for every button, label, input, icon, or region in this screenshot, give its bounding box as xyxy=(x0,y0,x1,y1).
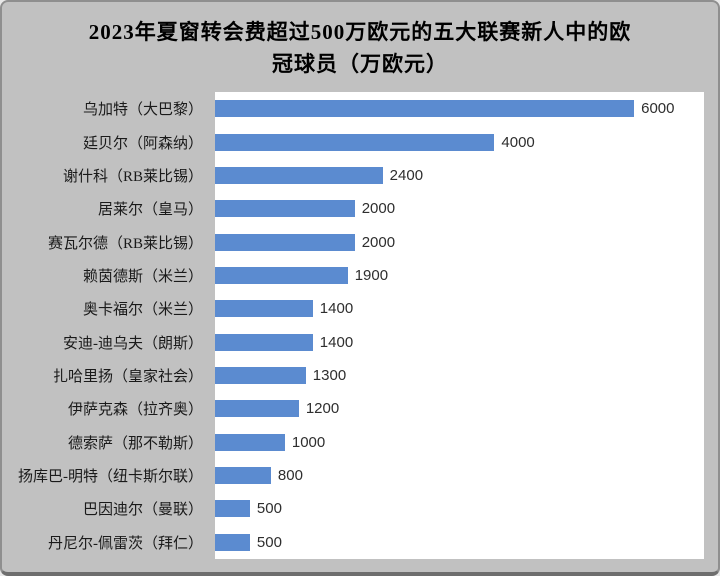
value-label: 1300 xyxy=(312,367,347,385)
chart-row: 赛瓦尔德（RB莱比锡） 2000 xyxy=(2,225,704,259)
bar-track: 1300 xyxy=(215,358,704,393)
bar xyxy=(215,233,355,251)
bar xyxy=(215,133,495,151)
category-label: 扬库巴-明特（纽卡斯尔联） xyxy=(18,469,203,486)
value-label: 1000 xyxy=(291,433,326,451)
category-label: 巴因迪尔（曼联） xyxy=(82,502,203,519)
bar xyxy=(215,300,313,318)
bar-track: 2000 xyxy=(215,192,704,226)
chart-title-line2: 冠球员（万欧元） xyxy=(272,52,448,76)
value-label: 2000 xyxy=(361,200,396,218)
category-label: 乌加特（大巴黎） xyxy=(82,102,203,119)
value-label: 1200 xyxy=(305,400,340,418)
category-label: 安迪-迪乌夫（朗斯） xyxy=(63,335,203,352)
value-label: 1400 xyxy=(319,333,354,351)
bar-track: 6000 xyxy=(215,92,704,126)
category-label: 德索萨（那不勒斯） xyxy=(67,435,203,452)
bar xyxy=(215,400,299,418)
bar-track: 2400 xyxy=(215,158,704,193)
chart-row: 巴因迪尔（曼联） 500 xyxy=(2,492,704,526)
chart-row: 安迪-迪乌夫（朗斯） 1400 xyxy=(2,325,704,359)
chart-row: 德索萨（那不勒斯） 1000 xyxy=(2,425,704,459)
chart-row: 廷贝尔（阿森纳） 4000 xyxy=(2,125,704,159)
bar xyxy=(215,433,285,451)
bar xyxy=(215,100,635,118)
category-label: 赖茵德斯（米兰） xyxy=(82,268,203,285)
chart-title-line1: 2023年夏窗转会费超过500万欧元的五大联赛新人中的欧 xyxy=(88,20,632,44)
bar-track: 2000 xyxy=(215,225,704,259)
chart-row: 扎哈里扬（皇家社会） 1300 xyxy=(2,358,704,393)
bar xyxy=(215,367,306,385)
bar-track: 1200 xyxy=(215,392,704,426)
bar xyxy=(215,333,313,351)
chart-title: 2023年夏窗转会费超过500万欧元的五大联赛新人中的欧 冠球员（万欧元） xyxy=(2,2,718,92)
bar-track: 500 xyxy=(215,492,704,526)
value-label: 800 xyxy=(277,467,303,485)
bar xyxy=(215,200,355,218)
chart-row: 奥卡福尔（米兰） 1400 xyxy=(2,292,704,326)
category-label: 丹尼尔-佩雷茨（拜仁） xyxy=(48,535,203,552)
value-label: 1900 xyxy=(354,266,389,284)
bar-track: 4000 xyxy=(215,125,704,159)
bar xyxy=(215,467,271,485)
value-label: 500 xyxy=(256,533,282,551)
value-label: 4000 xyxy=(501,133,535,151)
category-label: 赛瓦尔德（RB莱比锡） xyxy=(47,235,203,252)
category-label: 廷贝尔（阿森纳） xyxy=(82,135,203,152)
category-label: 谢什科（RB莱比锡） xyxy=(62,168,203,185)
bar xyxy=(215,266,348,284)
value-label: 2000 xyxy=(361,233,396,251)
bar xyxy=(215,500,250,518)
chart-row: 扬库巴-明特（纽卡斯尔联） 800 xyxy=(2,458,704,493)
category-label: 居莱尔（皇马） xyxy=(97,202,203,219)
bar-track: 1000 xyxy=(215,425,704,459)
category-label: 伊萨克森（拉齐奥） xyxy=(67,402,203,419)
chart-row: 赖茵德斯（米兰） 1900 xyxy=(2,258,704,293)
chart-row: 丹尼尔-佩雷茨（拜仁） 500 xyxy=(2,525,704,560)
bar xyxy=(215,166,383,184)
category-label: 奥卡福尔（米兰） xyxy=(82,302,203,319)
chart-row: 居莱尔（皇马） 2000 xyxy=(2,192,704,226)
bar-track: 800 xyxy=(215,458,704,493)
value-label: 500 xyxy=(256,500,282,518)
bar-track: 1400 xyxy=(215,292,704,326)
bar-track: 1900 xyxy=(215,258,704,293)
category-label: 扎哈里扬（皇家社会） xyxy=(52,369,203,386)
bar-track: 500 xyxy=(215,525,704,560)
chart-row: 伊萨克森（拉齐奥） 1200 xyxy=(2,392,704,426)
value-label: 1400 xyxy=(319,300,354,318)
chart-row: 谢什科（RB莱比锡） 2400 xyxy=(2,158,704,193)
chart-row: 乌加特（大巴黎） 6000 xyxy=(2,92,704,126)
bar xyxy=(215,533,250,551)
value-label: 2400 xyxy=(389,166,424,184)
bar-track: 1400 xyxy=(215,325,704,359)
bar-chart: 乌加特（大巴黎） 6000 廷贝尔（阿森纳） 4000 谢什科（RB莱比锡） 2… xyxy=(2,92,718,560)
value-label: 6000 xyxy=(641,100,675,118)
